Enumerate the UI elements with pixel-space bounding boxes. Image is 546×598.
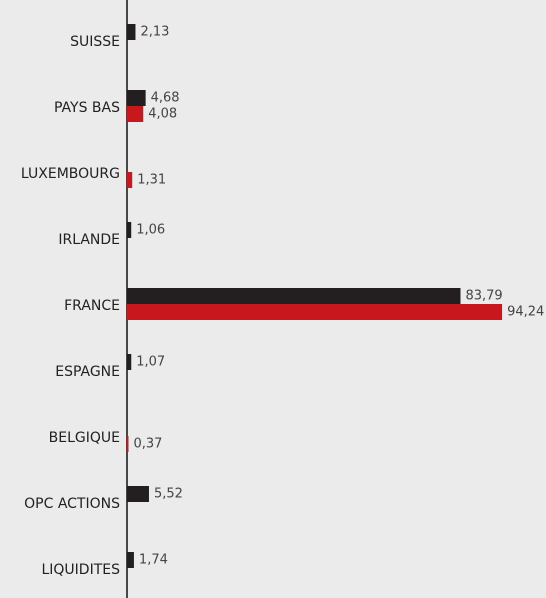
category-label: LIQUIDITES bbox=[41, 562, 120, 578]
value-label: 1,06 bbox=[136, 223, 165, 238]
bar bbox=[127, 172, 133, 188]
value-label: 94,24 bbox=[507, 305, 544, 320]
category-label: IRLANDE bbox=[58, 232, 120, 248]
category-label: ESPAGNE bbox=[55, 364, 120, 380]
bar bbox=[127, 288, 461, 304]
value-label: 1,07 bbox=[136, 355, 165, 370]
category-label: SUISSE bbox=[70, 34, 120, 50]
value-label: 0,37 bbox=[133, 437, 162, 452]
category-label: FRANCE bbox=[64, 298, 120, 314]
category-label: LUXEMBOURG bbox=[21, 166, 120, 182]
value-label: 83,79 bbox=[465, 289, 502, 304]
bar bbox=[127, 304, 503, 320]
bar bbox=[127, 24, 136, 40]
bar bbox=[127, 222, 132, 238]
bar bbox=[127, 436, 129, 452]
value-label: 5,52 bbox=[154, 487, 183, 502]
bar bbox=[127, 552, 134, 568]
value-label: 4,08 bbox=[148, 107, 177, 122]
bar bbox=[127, 354, 132, 370]
category-label: OPC ACTIONS bbox=[24, 496, 120, 512]
bar bbox=[127, 90, 146, 106]
value-label: 4,68 bbox=[151, 91, 180, 106]
bar bbox=[127, 486, 149, 502]
category-label: PAYS BAS bbox=[54, 100, 120, 116]
value-label: 1,31 bbox=[137, 173, 166, 188]
value-label: 1,74 bbox=[139, 553, 168, 568]
value-label: 2,13 bbox=[140, 25, 169, 40]
category-label: BELGIQUE bbox=[49, 430, 120, 446]
bar bbox=[127, 106, 144, 122]
